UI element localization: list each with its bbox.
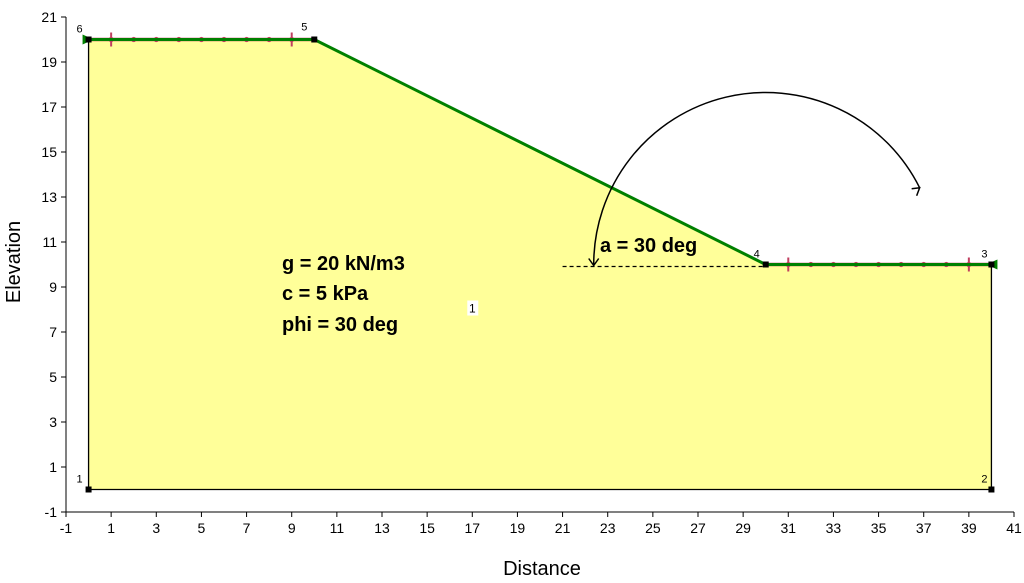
angle-annotation-label: a = 30 deg xyxy=(600,235,697,257)
vertex-label: 5 xyxy=(301,22,307,34)
x-tick-label: 31 xyxy=(780,520,796,536)
x-tick-label: 1 xyxy=(107,520,115,536)
region-label: 1 xyxy=(469,302,476,316)
y-tick-label: 17 xyxy=(41,99,57,115)
vertex-label: 1 xyxy=(77,474,83,486)
x-tick-label: 7 xyxy=(243,520,251,536)
x-tick-label: 13 xyxy=(374,520,390,536)
vertex-marker xyxy=(988,486,995,493)
x-tick-label: 15 xyxy=(419,520,435,536)
y-tick-label: 13 xyxy=(41,189,57,205)
x-tick-label: 27 xyxy=(690,520,706,536)
region-label-background xyxy=(467,300,479,316)
property-friction-angle: phi = 30 deg xyxy=(282,314,398,336)
vertex-marker xyxy=(762,261,769,268)
x-tick-label: 41 xyxy=(1006,520,1022,536)
vertex-label: 2 xyxy=(981,474,987,486)
x-axis-title: Distance xyxy=(503,558,581,580)
vertex-label: 6 xyxy=(77,24,83,36)
x-tick-label: 17 xyxy=(464,520,480,536)
x-tick-label: -1 xyxy=(60,520,73,536)
axes-layer: -1 1 3 5 7 9 11 13 15 17 19 21 23 25 27 29 31 33 35 37 39 41-… xyxy=(41,9,1022,536)
x-tick-label: 37 xyxy=(916,520,932,536)
x-tick-label: 23 xyxy=(600,520,616,536)
vertex-marker xyxy=(85,36,92,43)
x-tick-label: 29 xyxy=(735,520,751,536)
y-tick-label: 1 xyxy=(49,459,57,475)
y-tick-label: 19 xyxy=(41,54,57,70)
y-tick-label: 11 xyxy=(42,234,57,250)
y-tick-label: 15 xyxy=(41,144,57,160)
property-unit-weight: g = 20 kN/m3 xyxy=(282,253,405,275)
ground-surface-line xyxy=(88,38,992,266)
x-tick-label: 35 xyxy=(871,520,887,536)
x-tick-label: 25 xyxy=(645,520,661,536)
y-tick-label: 9 xyxy=(49,279,57,295)
x-tick-label: 11 xyxy=(330,520,345,536)
y-tick-label: 3 xyxy=(49,414,57,430)
vertex-label: 4 xyxy=(754,249,760,261)
x-tick-label: 9 xyxy=(288,520,296,536)
property-cohesion: c = 5 kPa xyxy=(282,283,369,305)
angle-arrowhead-bottom xyxy=(588,258,600,267)
geometry-lines-layer xyxy=(85,32,995,272)
y-tick-label: 21 xyxy=(41,9,57,25)
marks-layer xyxy=(82,34,998,493)
vertex-marker xyxy=(988,261,995,268)
vertex-label: 3 xyxy=(981,249,987,261)
angle-arc xyxy=(592,91,921,266)
y-tick-label: 5 xyxy=(49,369,57,385)
vertex-marker xyxy=(85,486,92,493)
labels-layer: 1 2 3 4 5 6 1 xyxy=(77,22,988,486)
x-tick-label: 39 xyxy=(961,520,977,536)
vertex-marker xyxy=(311,36,318,43)
y-tick-label: 7 xyxy=(49,324,57,340)
angle-arrowhead-top xyxy=(911,186,921,197)
y-tick-label: -1 xyxy=(45,504,58,520)
x-tick-label: 21 xyxy=(555,520,571,536)
x-tick-label: 33 xyxy=(826,520,842,536)
x-tick-label: 5 xyxy=(198,520,206,536)
x-tick-label: 19 xyxy=(510,520,526,536)
y-axis-title: Elevation xyxy=(3,221,25,303)
x-tick-label: 3 xyxy=(152,520,160,536)
